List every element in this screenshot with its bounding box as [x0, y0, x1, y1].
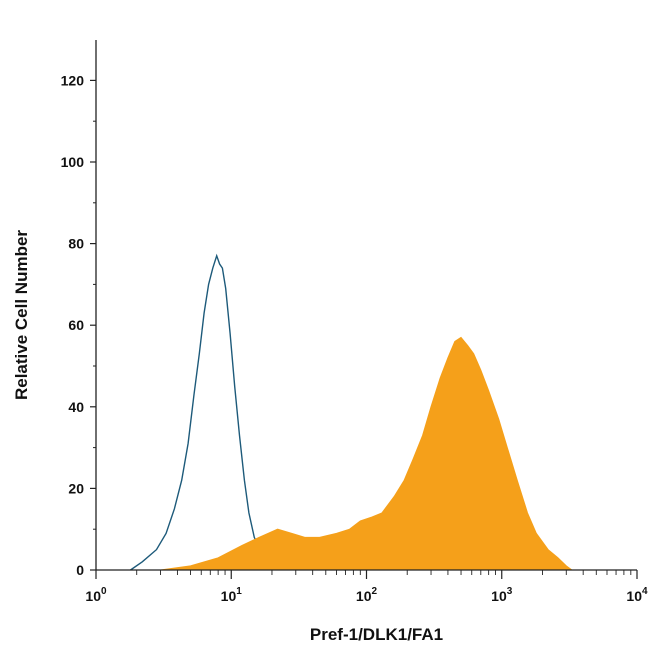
x-tick-label: 102: [356, 586, 378, 604]
y-tick-label: 0: [76, 562, 84, 578]
x-axis-title: Pref-1/DLK1/FA1: [310, 625, 443, 644]
x-tick-label: 100: [85, 586, 107, 604]
axes: [95, 40, 637, 571]
x-tick-label: 103: [491, 586, 513, 604]
y-tick-label: 120: [61, 72, 85, 88]
plot-series: [130, 253, 574, 571]
y-axis-title: Relative Cell Number: [12, 230, 31, 400]
x-tick-label: 104: [626, 586, 648, 604]
y-tick-label: 20: [68, 480, 84, 496]
y-tick-label: 40: [68, 399, 84, 415]
series-isotype-outline: [130, 253, 346, 571]
y-tick-label: 80: [68, 236, 84, 252]
y-tick-label: 100: [61, 154, 85, 170]
x-ticks: 100 101 102 103 104: [85, 570, 648, 604]
series-filled-histogram: [160, 336, 574, 571]
y-ticks: 0 20 40 60 80 100 120: [61, 72, 96, 578]
x-tick-label: 101: [221, 586, 243, 604]
y-tick-label: 60: [68, 317, 84, 333]
